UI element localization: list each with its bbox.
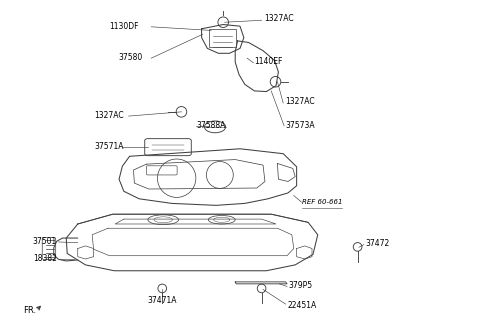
Text: 1327AC: 1327AC bbox=[264, 14, 294, 24]
Text: 37580: 37580 bbox=[118, 53, 143, 62]
Text: FR.: FR. bbox=[23, 306, 36, 315]
Text: 37501: 37501 bbox=[32, 237, 57, 246]
Text: 37472: 37472 bbox=[366, 239, 390, 248]
Text: 18382: 18382 bbox=[33, 254, 57, 263]
Text: 1327AC: 1327AC bbox=[286, 97, 315, 106]
Text: 37588A: 37588A bbox=[197, 121, 226, 130]
Text: 1327AC: 1327AC bbox=[94, 111, 124, 120]
Text: 22451A: 22451A bbox=[287, 301, 316, 310]
Text: 1130DF: 1130DF bbox=[110, 22, 139, 31]
Text: 1140EF: 1140EF bbox=[254, 57, 283, 66]
Text: 37573A: 37573A bbox=[286, 121, 315, 130]
Text: 37471A: 37471A bbox=[147, 296, 177, 305]
Text: REF 60-661: REF 60-661 bbox=[302, 199, 343, 205]
Text: 379P5: 379P5 bbox=[288, 281, 312, 290]
Text: 37571A: 37571A bbox=[95, 142, 124, 151]
